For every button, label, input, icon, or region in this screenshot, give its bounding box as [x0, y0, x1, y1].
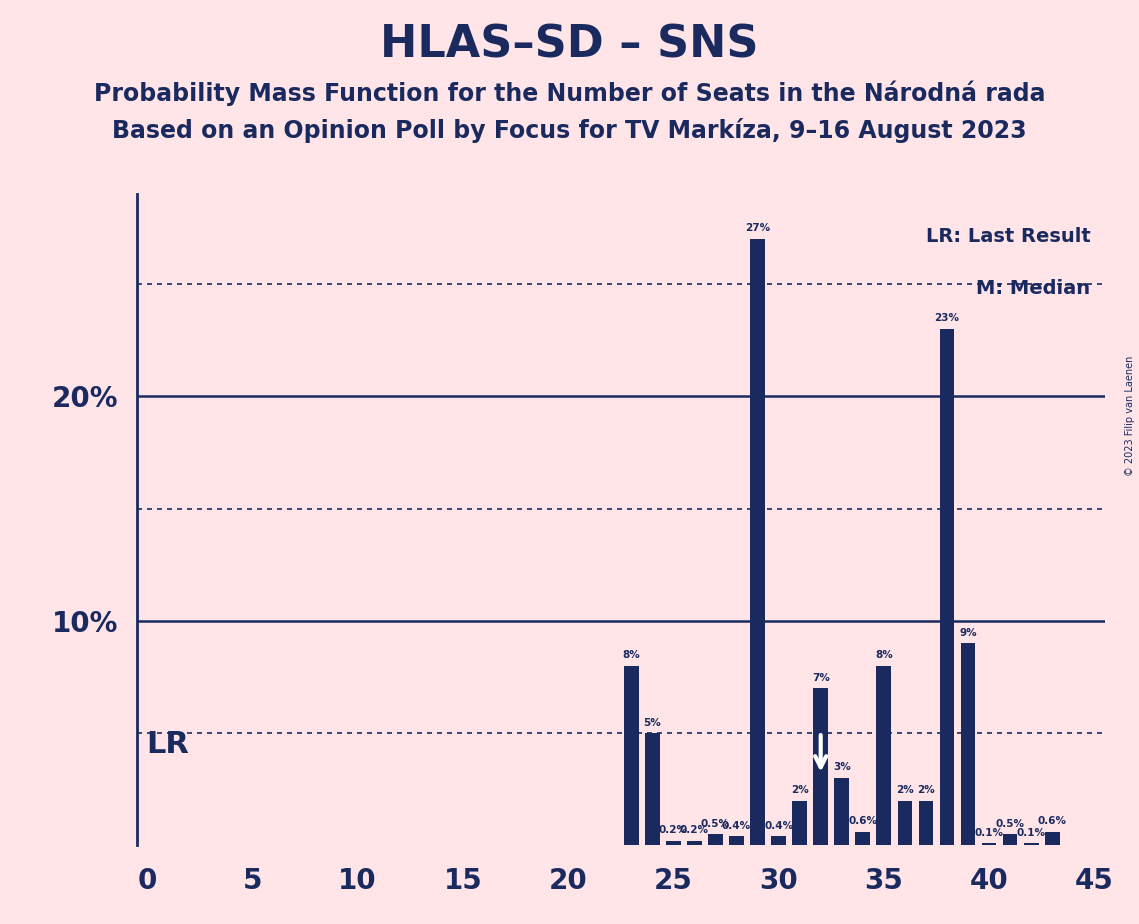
Text: 9%: 9% — [959, 627, 977, 638]
Text: 0.1%: 0.1% — [1017, 828, 1046, 837]
Text: 0.5%: 0.5% — [700, 819, 730, 829]
Bar — [918, 800, 933, 845]
Bar — [960, 643, 975, 845]
Text: 0.2%: 0.2% — [680, 825, 708, 835]
Text: 2%: 2% — [896, 784, 913, 795]
Text: 2%: 2% — [917, 784, 935, 795]
Bar — [898, 800, 912, 845]
Text: 5%: 5% — [644, 718, 662, 727]
Bar — [793, 800, 808, 845]
Text: 0.6%: 0.6% — [849, 817, 877, 826]
Text: Probability Mass Function for the Number of Seats in the Národná rada: Probability Mass Function for the Number… — [93, 80, 1046, 106]
Text: M: Median: M: Median — [976, 279, 1090, 298]
Bar — [687, 841, 702, 845]
Bar — [877, 666, 891, 845]
Bar — [982, 844, 997, 845]
Text: 0.1%: 0.1% — [975, 828, 1003, 837]
Text: LR: LR — [146, 730, 189, 759]
Text: 23%: 23% — [934, 313, 959, 323]
Bar — [771, 836, 786, 845]
Text: © 2023 Filip van Laenen: © 2023 Filip van Laenen — [1125, 356, 1134, 476]
Bar — [624, 666, 639, 845]
Text: 8%: 8% — [622, 650, 640, 660]
Bar — [855, 832, 870, 845]
Text: 0.5%: 0.5% — [995, 819, 1025, 829]
Text: 0.4%: 0.4% — [764, 821, 793, 831]
Bar — [645, 733, 659, 845]
Text: 0.6%: 0.6% — [1038, 817, 1067, 826]
Bar — [1002, 834, 1017, 845]
Bar — [835, 778, 849, 845]
Text: 0.4%: 0.4% — [722, 821, 751, 831]
Text: 8%: 8% — [875, 650, 893, 660]
Bar — [813, 688, 828, 845]
Bar — [1024, 844, 1039, 845]
Text: 2%: 2% — [790, 784, 809, 795]
Text: LR: Last Result: LR: Last Result — [926, 226, 1090, 246]
Bar — [666, 841, 681, 845]
Text: 7%: 7% — [812, 673, 829, 683]
Text: 3%: 3% — [833, 762, 851, 772]
Text: Based on an Opinion Poll by Focus for TV Markíza, 9–16 August 2023: Based on an Opinion Poll by Focus for TV… — [112, 118, 1027, 143]
Text: 27%: 27% — [745, 224, 770, 234]
Bar — [1044, 832, 1059, 845]
Text: 0.2%: 0.2% — [658, 825, 688, 835]
Bar — [729, 836, 744, 845]
Text: HLAS–SD – SNS: HLAS–SD – SNS — [380, 23, 759, 67]
Bar — [751, 239, 765, 845]
Bar — [940, 329, 954, 845]
Bar — [708, 834, 723, 845]
